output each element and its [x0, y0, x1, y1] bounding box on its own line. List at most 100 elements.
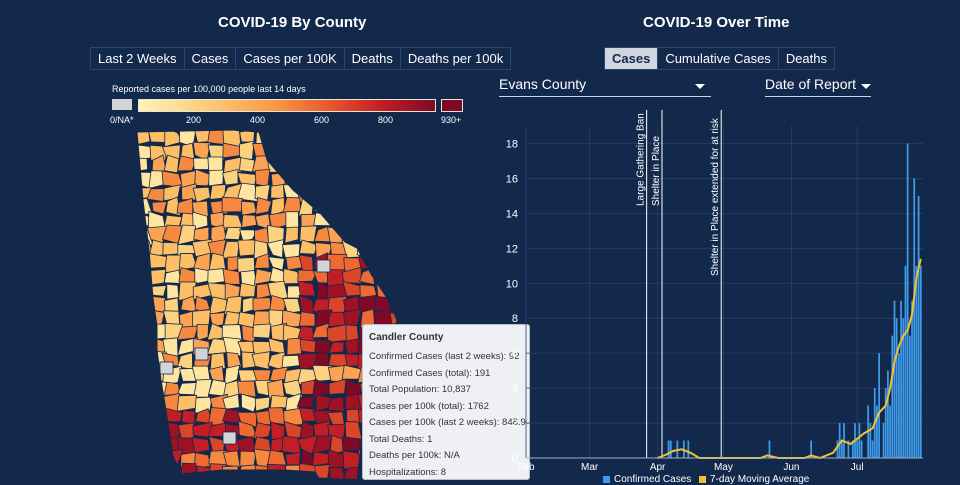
county-shape[interactable] — [372, 143, 392, 159]
county-shape[interactable] — [357, 169, 376, 190]
county-shape[interactable] — [327, 155, 347, 176]
county-shape[interactable] — [328, 378, 347, 395]
county-shape[interactable] — [267, 256, 285, 271]
county-shape[interactable] — [241, 214, 258, 228]
county-shape[interactable] — [146, 188, 167, 202]
county-shape[interactable] — [297, 269, 319, 283]
county-shape[interactable] — [255, 409, 273, 426]
county-shape[interactable] — [147, 252, 168, 269]
county-shape[interactable] — [389, 226, 405, 243]
county-shape[interactable] — [135, 354, 151, 369]
county-shape[interactable] — [327, 226, 345, 245]
county-shape[interactable] — [386, 130, 405, 147]
county-shape[interactable] — [196, 324, 209, 342]
county-shape[interactable] — [221, 324, 243, 342]
tab-cases[interactable]: Cases — [184, 47, 237, 70]
county-shape[interactable] — [286, 157, 302, 176]
county-shape[interactable] — [135, 434, 149, 454]
county-shape[interactable] — [239, 229, 258, 242]
county-shape-no-data[interactable] — [222, 431, 237, 445]
county-shape[interactable] — [390, 196, 405, 214]
county-shape[interactable] — [177, 224, 196, 246]
county-shape[interactable] — [311, 378, 330, 399]
county-shape[interactable] — [297, 130, 319, 146]
county-shape[interactable] — [151, 201, 168, 215]
county-shape[interactable] — [222, 450, 241, 468]
county-shape[interactable] — [298, 254, 314, 273]
county-shape[interactable] — [360, 186, 374, 199]
county-shape[interactable] — [270, 184, 285, 199]
county-shape[interactable] — [341, 436, 362, 452]
county-shape[interactable] — [386, 267, 405, 286]
county-shape[interactable] — [388, 141, 405, 160]
county-shape[interactable] — [222, 336, 242, 357]
county-shape[interactable] — [208, 436, 226, 453]
county-shape[interactable] — [254, 168, 271, 188]
county-shape[interactable] — [311, 130, 333, 145]
county-shape[interactable] — [326, 323, 349, 343]
county-shape[interactable] — [315, 185, 330, 199]
county-shape[interactable] — [328, 341, 345, 354]
county-shape[interactable] — [387, 238, 405, 260]
county-shape[interactable] — [296, 183, 318, 203]
county-shape[interactable] — [166, 283, 180, 300]
county-shape[interactable] — [312, 169, 333, 188]
county-shape[interactable] — [341, 158, 360, 175]
county-shape[interactable] — [177, 155, 197, 172]
tab-deaths-over-time[interactable]: Deaths — [778, 47, 836, 70]
county-shape[interactable] — [372, 169, 393, 190]
county-shape[interactable] — [239, 157, 256, 173]
county-shape[interactable] — [176, 394, 198, 412]
county-shape[interactable] — [356, 154, 375, 176]
county-shape[interactable] — [163, 154, 180, 174]
county-shape[interactable] — [373, 242, 390, 257]
georgia-county-map[interactable] — [135, 130, 405, 480]
county-shape[interactable] — [358, 130, 376, 148]
county-shape[interactable] — [136, 339, 153, 354]
county-shape[interactable] — [373, 212, 392, 230]
county-shape[interactable] — [343, 141, 364, 160]
county-shape[interactable] — [284, 226, 299, 244]
county-shape[interactable] — [328, 466, 346, 480]
county-shape-no-data[interactable] — [159, 361, 174, 375]
county-shape[interactable] — [371, 199, 389, 215]
county-shape[interactable] — [331, 197, 346, 216]
tab-cases-over-time[interactable]: Cases — [604, 47, 659, 70]
county-shape[interactable] — [255, 197, 272, 215]
county-shape[interactable] — [135, 157, 149, 173]
county-shape[interactable] — [266, 239, 284, 259]
county-shape[interactable] — [208, 463, 228, 480]
county-shape[interactable] — [241, 200, 257, 216]
county-shape[interactable] — [237, 256, 256, 273]
county-shape[interactable] — [299, 311, 316, 327]
county-shape[interactable] — [221, 196, 244, 213]
county-shape[interactable] — [315, 141, 332, 162]
county-shape[interactable] — [327, 396, 345, 413]
tab-last-2-weeks[interactable]: Last 2 Weeks — [90, 47, 185, 70]
county-shape[interactable] — [135, 309, 154, 328]
county-shape[interactable] — [135, 451, 153, 468]
county-shape[interactable] — [300, 142, 315, 160]
county-shape[interactable] — [341, 266, 362, 284]
county-shape[interactable] — [342, 185, 362, 202]
county-shape[interactable] — [282, 309, 304, 328]
date-type-select[interactable]: Date of Report — [765, 76, 871, 97]
county-shape[interactable] — [376, 257, 393, 274]
county-shape[interactable] — [342, 200, 362, 217]
county-shape[interactable] — [389, 312, 405, 325]
county-shape[interactable] — [345, 211, 364, 229]
county-shape[interactable] — [297, 280, 316, 297]
county-shape[interactable] — [237, 380, 257, 398]
county-shape[interactable] — [342, 130, 359, 146]
county-shape[interactable] — [238, 282, 256, 298]
county-shape[interactable] — [386, 211, 405, 227]
county-shape[interactable] — [146, 435, 164, 455]
county-shape[interactable] — [222, 465, 240, 480]
county-shape[interactable] — [298, 239, 319, 255]
county-shape[interactable] — [135, 381, 152, 397]
county-shape[interactable] — [208, 365, 225, 382]
county-shape[interactable] — [254, 396, 271, 412]
county-shape[interactable] — [386, 283, 405, 300]
tab-cumulative-cases[interactable]: Cumulative Cases — [658, 47, 779, 70]
county-select[interactable]: Evans County — [499, 76, 711, 97]
